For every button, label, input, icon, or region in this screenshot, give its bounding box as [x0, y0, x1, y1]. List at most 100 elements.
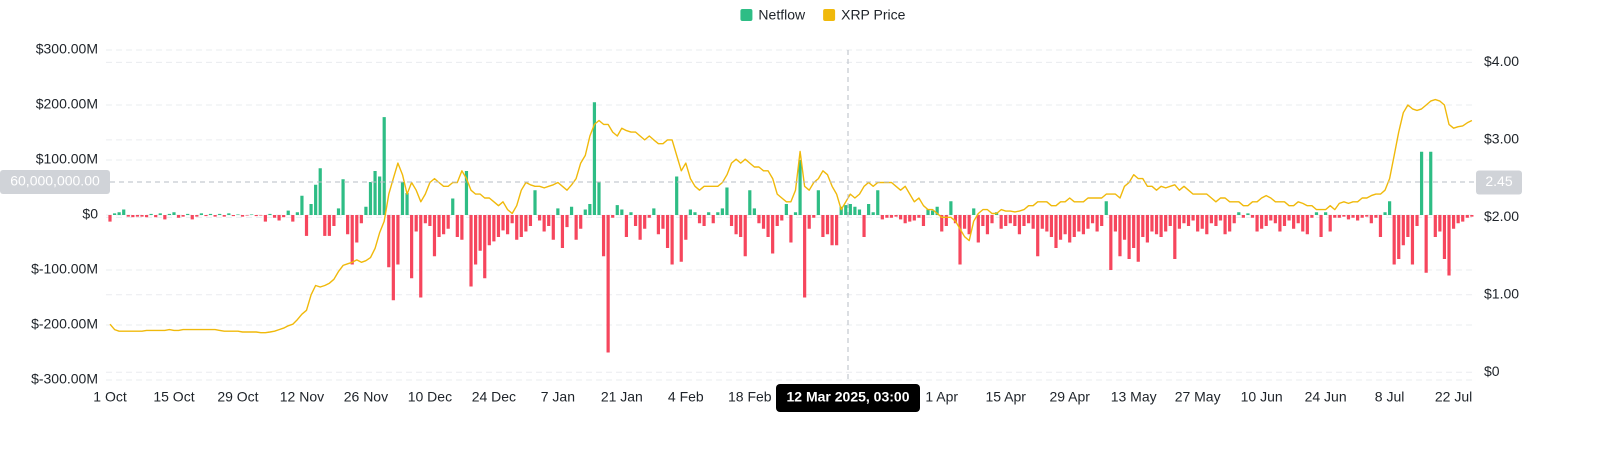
bar	[1136, 215, 1140, 262]
bar	[1113, 215, 1117, 232]
bar	[469, 215, 473, 287]
bar	[533, 190, 537, 215]
bar	[1397, 215, 1401, 259]
bar	[1036, 215, 1040, 257]
bar	[1333, 215, 1337, 218]
bar	[396, 215, 400, 265]
y2-tick-label: $2.00	[1484, 208, 1519, 224]
bar	[693, 212, 697, 215]
bar	[181, 215, 185, 217]
bar	[803, 215, 807, 298]
bar	[844, 205, 848, 215]
bar	[743, 215, 747, 257]
bar	[867, 204, 871, 215]
x-tick-label: 13 May	[1111, 389, 1157, 405]
bar	[250, 214, 254, 215]
bar	[611, 215, 615, 218]
bar	[1109, 215, 1113, 270]
bar	[784, 204, 788, 215]
bar	[410, 215, 414, 279]
bar	[958, 215, 962, 265]
bar	[857, 209, 862, 215]
bar	[780, 215, 784, 221]
bar	[944, 215, 948, 226]
bar	[492, 215, 496, 242]
bar	[1438, 215, 1442, 232]
bar	[245, 215, 249, 216]
bar	[670, 215, 674, 265]
bar	[1241, 215, 1245, 218]
crosshair-x-badge	[776, 384, 920, 412]
bar	[446, 215, 450, 229]
bar	[208, 213, 213, 215]
bar	[419, 215, 423, 298]
bar	[286, 210, 290, 215]
y-tick-label: $-200.00M	[31, 316, 98, 332]
bar	[684, 215, 688, 240]
bar	[304, 215, 309, 236]
bar	[487, 215, 491, 246]
bar	[1177, 215, 1181, 229]
bar	[122, 209, 126, 215]
bar	[675, 176, 679, 215]
bar	[1456, 215, 1460, 224]
x-tick-label: 18 Feb	[728, 389, 772, 405]
bar	[624, 215, 629, 237]
bar	[1077, 215, 1081, 232]
bar	[830, 215, 834, 246]
bar	[629, 212, 633, 215]
bar	[1282, 215, 1287, 226]
bar	[204, 215, 208, 217]
bar	[812, 215, 816, 218]
bar	[729, 215, 734, 226]
bar	[414, 215, 418, 232]
bar	[711, 215, 715, 224]
bar	[962, 215, 967, 229]
bar	[332, 215, 336, 226]
bar	[601, 215, 606, 257]
bar	[1305, 215, 1309, 235]
bar	[1360, 215, 1364, 218]
bar	[1451, 215, 1456, 229]
bar	[647, 215, 651, 218]
bar	[1168, 215, 1172, 226]
x-tick-label: 27 May	[1175, 389, 1221, 405]
y-tick-label: $300.00M	[36, 41, 98, 57]
y-tick-label: $-300.00M	[31, 371, 98, 387]
bar	[1401, 215, 1405, 246]
bar	[1433, 215, 1437, 237]
bar	[1232, 215, 1236, 224]
bar	[1301, 215, 1305, 232]
bar	[163, 215, 167, 220]
bar	[359, 215, 363, 224]
bar	[1260, 215, 1264, 229]
x-tick-label: 22 Jul	[1435, 389, 1472, 405]
bar	[126, 215, 130, 217]
bar	[560, 215, 565, 248]
bar	[368, 182, 373, 215]
y-tick-label: $-100.00M	[31, 261, 98, 277]
bar	[373, 171, 377, 215]
bar	[1154, 215, 1159, 235]
bar	[999, 215, 1003, 229]
bar	[1250, 215, 1255, 218]
bar	[1346, 215, 1351, 220]
bar	[1223, 215, 1227, 235]
bar	[876, 190, 880, 215]
bar	[757, 215, 761, 224]
bar	[1205, 215, 1209, 235]
bar	[355, 215, 359, 243]
bar	[1255, 215, 1259, 232]
bar	[839, 206, 843, 215]
bar	[378, 176, 382, 215]
bar	[272, 215, 277, 218]
bar	[835, 215, 839, 246]
bar	[135, 215, 140, 217]
bar	[519, 215, 523, 237]
bar	[1086, 215, 1090, 229]
bar	[688, 209, 692, 215]
y-tick-label: $100.00M	[36, 151, 98, 167]
bar	[505, 215, 510, 235]
bar	[451, 198, 455, 215]
bar	[871, 212, 875, 215]
